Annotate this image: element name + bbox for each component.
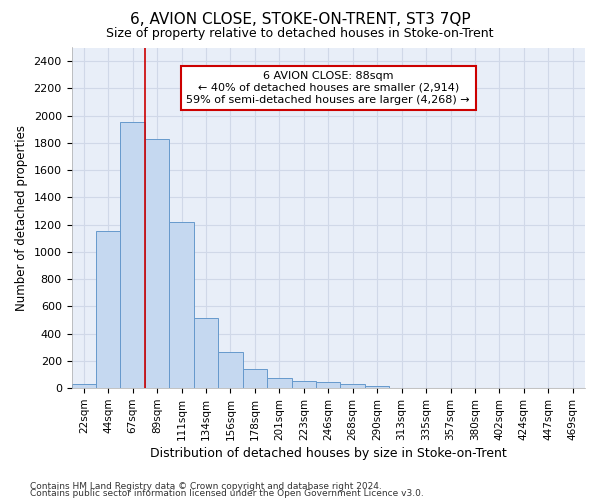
Bar [145,139,169,388]
Bar [71,384,96,388]
Bar [218,352,242,388]
Text: 6 AVION CLOSE: 88sqm
← 40% of detached houses are smaller (2,914)
59% of semi-de: 6 AVION CLOSE: 88sqm ← 40% of detached h… [187,72,470,104]
Bar [316,382,340,388]
Text: 6, AVION CLOSE, STOKE-ON-TRENT, ST3 7QP: 6, AVION CLOSE, STOKE-ON-TRENT, ST3 7QP [130,12,470,28]
Bar [169,222,194,388]
X-axis label: Distribution of detached houses by size in Stoke-on-Trent: Distribution of detached houses by size … [150,447,506,460]
Bar [292,380,316,388]
Bar [340,384,365,388]
Bar [96,232,121,388]
Bar [365,386,389,388]
Text: Size of property relative to detached houses in Stoke-on-Trent: Size of property relative to detached ho… [106,28,494,40]
Bar [242,369,267,388]
Bar [194,318,218,388]
Bar [121,122,145,388]
Text: Contains HM Land Registry data © Crown copyright and database right 2024.: Contains HM Land Registry data © Crown c… [30,482,382,491]
Y-axis label: Number of detached properties: Number of detached properties [15,125,28,311]
Bar [267,378,292,388]
Text: Contains public sector information licensed under the Open Government Licence v3: Contains public sector information licen… [30,490,424,498]
